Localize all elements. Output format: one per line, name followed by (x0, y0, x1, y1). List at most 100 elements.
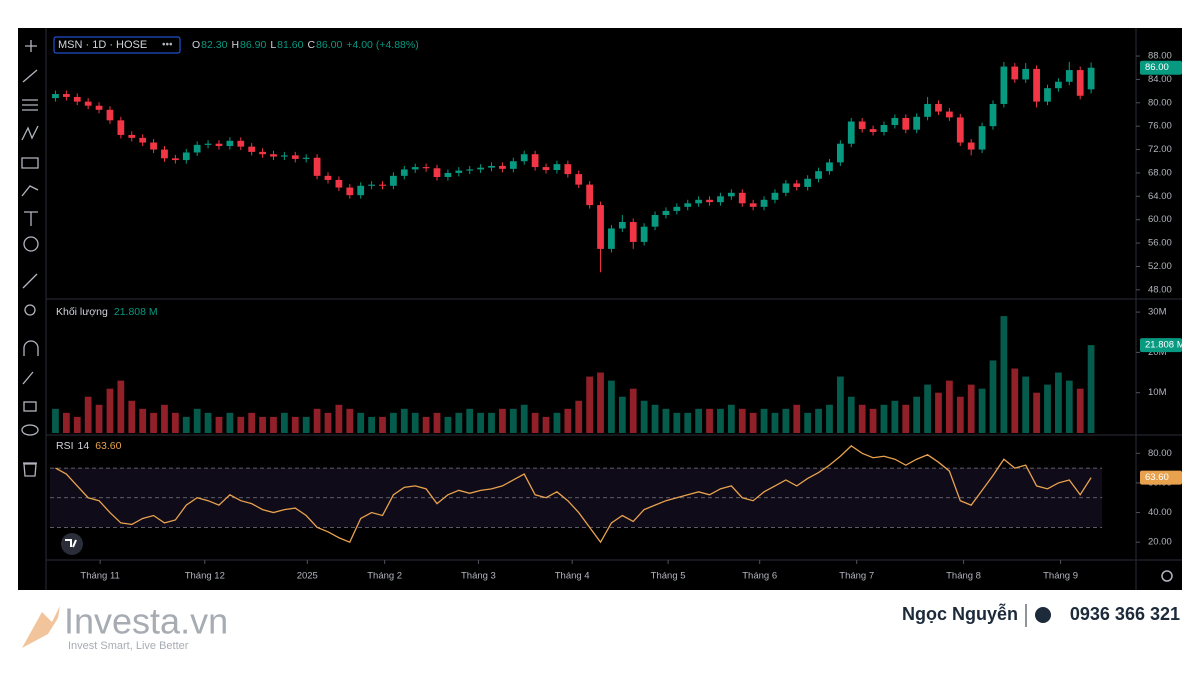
candle-body (869, 129, 877, 133)
volume-bar (706, 408, 713, 433)
candle-body (945, 111, 953, 118)
projection-tool[interactable] (21, 157, 39, 169)
crosshair-tool[interactable] (25, 40, 37, 52)
volume-bar (978, 388, 986, 433)
visibility-tool[interactable] (21, 424, 39, 436)
lock-drawing-tool[interactable] (22, 371, 34, 385)
volume-bar (520, 404, 528, 433)
volume-bar (1055, 372, 1062, 433)
volume-bar (815, 408, 822, 433)
volume-bar (95, 404, 103, 433)
brush-tool[interactable] (21, 185, 39, 197)
fib-tool[interactable] (22, 99, 38, 111)
emoji-tool[interactable] (23, 236, 39, 252)
last-value-box (1140, 470, 1182, 485)
candle-body (302, 157, 310, 159)
brand: Investa.vn (64, 601, 228, 642)
x-tick-label: Tháng 3 (461, 571, 496, 582)
legend-label: C (307, 39, 315, 51)
candle-body (499, 165, 506, 169)
x-tick-label: Tháng 12 (185, 571, 225, 582)
candle-body (1044, 88, 1051, 102)
menu-dots: ••• (162, 40, 173, 51)
volume-bar (302, 416, 310, 433)
volume-bar (73, 416, 81, 433)
candle-body (531, 154, 539, 168)
volume-bar (411, 412, 419, 433)
pane-title: RSI (56, 440, 74, 452)
candle-body (717, 196, 724, 203)
candle-body (215, 143, 223, 147)
zoom-tool[interactable] (24, 304, 36, 316)
y-tick-label: 72.00 (1148, 144, 1172, 155)
volume-bar (368, 416, 375, 433)
ruler-tool[interactable] (22, 273, 38, 289)
candle-body (738, 192, 746, 204)
volume-bar (270, 416, 277, 433)
candle-body (106, 109, 114, 121)
volume-bar (542, 416, 550, 433)
candle-body (335, 179, 343, 188)
y-tick-label: 10M (1148, 387, 1167, 398)
volume-bar (444, 416, 452, 433)
volume-bar (357, 412, 365, 433)
volume-bar (836, 376, 844, 433)
candle-body (847, 121, 855, 144)
phone: 0936 366 321 (1070, 604, 1180, 624)
volume-bar (488, 412, 495, 433)
candle-body (793, 183, 801, 187)
text-tool[interactable] (24, 211, 38, 226)
candle-body (727, 192, 735, 197)
x-tick-label: Tháng 6 (742, 571, 777, 582)
volume-bar (150, 412, 157, 433)
x-tick-label: Tháng 11 (80, 571, 119, 582)
candle-body (826, 162, 833, 172)
y-tick-label: 76.00 (1148, 121, 1172, 132)
volume-bar (575, 400, 583, 433)
candle-body (520, 154, 528, 162)
legend-value: 86.00 (316, 39, 342, 51)
pattern-tool[interactable] (21, 125, 39, 141)
candle-body (477, 167, 484, 170)
settings-icon[interactable] (1161, 570, 1173, 582)
candle-body (542, 167, 550, 171)
volume-bar (248, 412, 256, 433)
volume-bar (531, 412, 539, 433)
candle-body (1033, 68, 1040, 102)
x-tick-label: Tháng 8 (946, 571, 981, 582)
volume-bar (182, 416, 190, 433)
volume-bar (793, 404, 801, 433)
candle-body (73, 96, 81, 102)
candle-body (171, 158, 179, 161)
lock-tool[interactable] (23, 401, 37, 412)
volume-bar (869, 408, 877, 433)
volume-bar (945, 380, 953, 433)
y-tick-label: 88.00 (1148, 51, 1172, 62)
volume-bar (782, 408, 790, 433)
y-tick-label: 80.00 (1148, 448, 1172, 459)
candle-body (488, 165, 495, 168)
volume-bar (673, 412, 681, 433)
candle-body (684, 203, 692, 207)
candle-body (324, 175, 332, 180)
candle-body (84, 101, 92, 106)
candle-body (52, 94, 59, 99)
candle-body (673, 206, 681, 211)
candle-body (248, 146, 256, 152)
x-tick-label: Tháng 4 (555, 571, 590, 582)
volume-bar (193, 408, 201, 433)
delete-tool[interactable] (23, 462, 37, 477)
candle-body (935, 103, 942, 112)
magnet-tool[interactable] (23, 340, 39, 356)
volume-bar (662, 408, 670, 433)
volume-bar (586, 376, 594, 433)
candle-body (1076, 70, 1084, 96)
author: Ngọc Nguyễn (902, 603, 1018, 624)
candle-body (509, 161, 517, 169)
line-tool[interactable] (22, 69, 38, 83)
candle-body (956, 117, 964, 143)
candle-body (891, 117, 899, 126)
candle-body (978, 126, 986, 150)
candle-body (913, 116, 921, 130)
